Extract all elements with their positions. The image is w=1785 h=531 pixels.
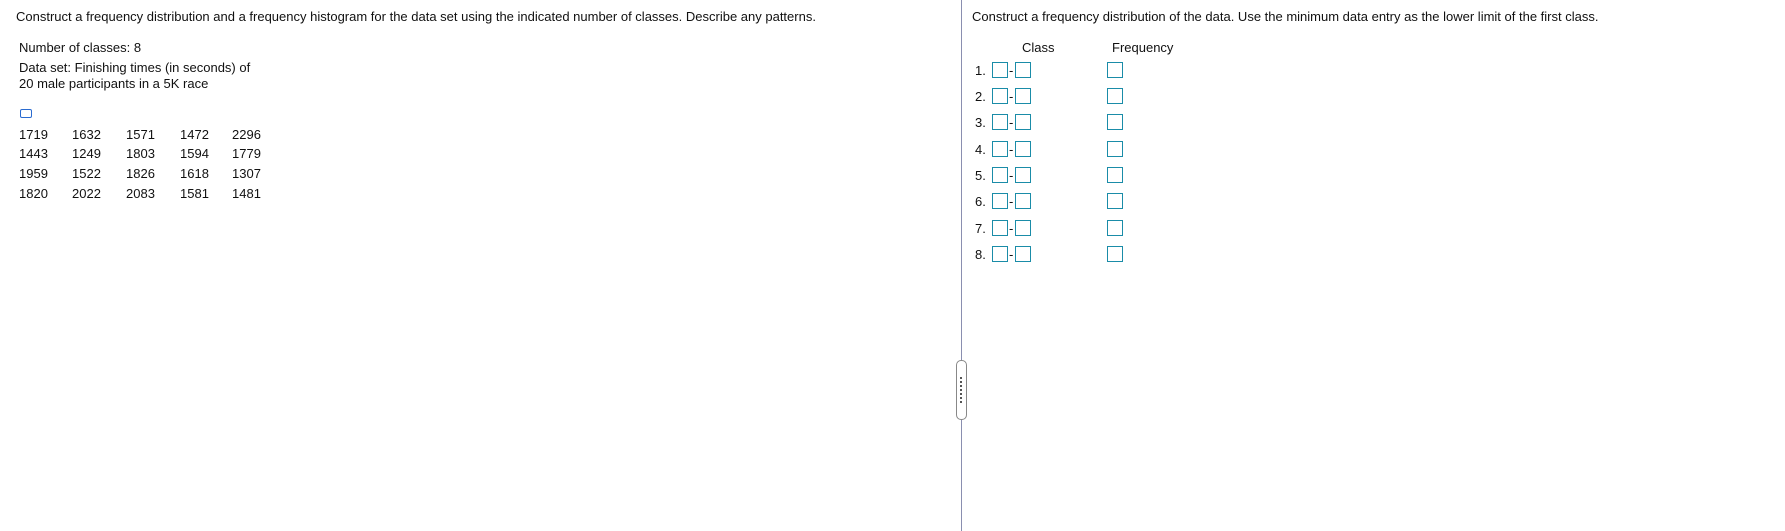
class-upper-input[interactable]	[1015, 246, 1031, 262]
frequency-input[interactable]	[1107, 193, 1123, 209]
data-cell: 2022	[72, 186, 101, 201]
class-separator: -	[1009, 142, 1014, 157]
data-cell: 1959	[19, 166, 48, 181]
data-cell: 1632	[72, 127, 101, 142]
frequency-input[interactable]	[1107, 220, 1123, 236]
right-instruction: Construct a frequency distribution of th…	[972, 9, 1599, 24]
frequency-input[interactable]	[1107, 114, 1123, 130]
frequency-input[interactable]	[1107, 141, 1123, 157]
data-cell: 1594	[180, 146, 209, 161]
data-cell: 1803	[126, 146, 155, 161]
class-lower-input[interactable]	[992, 88, 1008, 104]
data-cell: 1249	[72, 146, 101, 161]
data-cell: 1719	[19, 127, 48, 142]
class-separator: -	[1009, 194, 1014, 209]
class-separator: -	[1009, 115, 1014, 130]
frequency-input[interactable]	[1107, 88, 1123, 104]
class-separator: -	[1009, 168, 1014, 183]
data-cell: 1307	[232, 166, 261, 181]
column-header: Frequency	[1112, 40, 1174, 55]
resize-handle[interactable]	[956, 360, 967, 420]
data-cell: 2296	[232, 127, 261, 142]
number-of-classes: Number of classes: 8	[19, 40, 142, 55]
class-separator: -	[1009, 247, 1014, 262]
frequency-input[interactable]	[1107, 62, 1123, 78]
class-lower-input[interactable]	[992, 193, 1008, 209]
class-lower-input[interactable]	[992, 62, 1008, 78]
row-label: 5.	[975, 168, 986, 183]
row-label: 1.	[975, 63, 986, 78]
class-lower-input[interactable]	[992, 220, 1008, 236]
row-label: 6.	[975, 194, 986, 209]
class-upper-input[interactable]	[1015, 141, 1031, 157]
data-cell: 1472	[180, 127, 209, 142]
dataset-line: Data set: Finishing times (in seconds) o…	[19, 60, 251, 75]
class-upper-input[interactable]	[1015, 193, 1031, 209]
class-upper-input[interactable]	[1015, 62, 1031, 78]
data-cell: 1581	[180, 186, 209, 201]
frequency-input[interactable]	[1107, 246, 1123, 262]
data-cell: 1481	[232, 186, 261, 201]
data-cell: 1618	[180, 166, 209, 181]
class-lower-input[interactable]	[992, 246, 1008, 262]
data-cell: 1522	[72, 166, 101, 181]
row-label: 8.	[975, 247, 986, 262]
class-upper-input[interactable]	[1015, 167, 1031, 183]
data-cell: 1443	[19, 146, 48, 161]
data-cell: 1820	[19, 186, 48, 201]
class-upper-input[interactable]	[1015, 220, 1031, 236]
class-separator: -	[1009, 89, 1014, 104]
class-lower-input[interactable]	[992, 114, 1008, 130]
data-cell: 1779	[232, 146, 261, 161]
row-label: 2.	[975, 89, 986, 104]
data-cell: 1571	[126, 127, 155, 142]
data-cell: 2083	[126, 186, 155, 201]
row-label: 4.	[975, 142, 986, 157]
row-label: 7.	[975, 221, 986, 236]
dataset-line: 20 male participants in a 5K race	[19, 76, 209, 91]
frequency-input[interactable]	[1107, 167, 1123, 183]
data-cell: 1826	[126, 166, 155, 181]
class-lower-input[interactable]	[992, 167, 1008, 183]
column-header: Class	[1022, 40, 1055, 55]
copy-icon[interactable]	[20, 109, 32, 118]
class-lower-input[interactable]	[992, 141, 1008, 157]
left-instruction: Construct a frequency distribution and a…	[16, 9, 816, 24]
class-separator: -	[1009, 221, 1014, 236]
class-upper-input[interactable]	[1015, 88, 1031, 104]
class-separator: -	[1009, 63, 1014, 78]
class-upper-input[interactable]	[1015, 114, 1031, 130]
row-label: 3.	[975, 115, 986, 130]
divider	[961, 0, 962, 531]
